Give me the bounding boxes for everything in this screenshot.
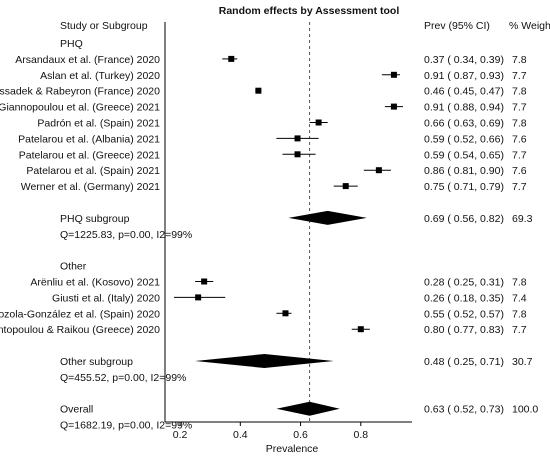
ci-text: 0.55 ( 0.52, 0.57) — [424, 308, 504, 320]
study-label: Essadek & Rabeyron (France) 2020 — [0, 86, 160, 98]
study-label: Konstantopoulou & Raikou (Greece) 2020 — [0, 324, 160, 336]
x-tick-label: 0.2 — [173, 429, 188, 441]
weight-value: 100.0 — [512, 404, 538, 416]
x-axis: 0.2 0.4 0.6 0.8 — [164, 22, 412, 441]
point-estimate — [294, 135, 301, 142]
ci-text: 0.46 ( 0.45, 0.47) — [424, 86, 504, 98]
ci-text: 0.37 ( 0.34, 0.39) — [424, 54, 504, 66]
point-estimate — [315, 119, 322, 126]
ci-text: 0.59 ( 0.54, 0.65) — [424, 149, 504, 161]
study-label: Patelarou et al. (Albania) 2021 — [18, 133, 160, 145]
weight-value: 7.7 — [512, 102, 527, 114]
subgroup-heading: Other — [60, 261, 87, 273]
point-estimate — [390, 71, 397, 78]
study-label: Patelarou et al. (Greece) 2021 — [19, 149, 160, 161]
point-estimate — [357, 326, 364, 333]
study-label: Odriozola-González et al. (Spain) 2020 — [0, 308, 160, 320]
weight-value: 7.6 — [512, 165, 527, 177]
point-estimate — [390, 103, 397, 110]
weight-value: 7.8 — [512, 308, 527, 320]
weight-value: 7.7 — [512, 149, 527, 161]
x-axis-label: Prevalence — [266, 443, 319, 455]
x-tick-label: 0.6 — [293, 429, 308, 441]
weight-value: 7.7 — [512, 70, 527, 82]
ci-text: 0.91 ( 0.87, 0.93) — [424, 70, 504, 82]
weight-value: 69.3 — [512, 213, 533, 225]
weight-value: 7.6 — [512, 133, 527, 145]
subtotal-label: PHQ subgroup — [60, 213, 130, 225]
point-estimate — [294, 151, 301, 158]
study-label: Arsandaux et al. (France) 2020 — [15, 54, 160, 66]
pooled-diamond — [195, 354, 334, 368]
study-label: Giusti et al. (Italy) 2020 — [52, 292, 160, 304]
weight-value: 7.7 — [512, 181, 527, 193]
x-tick-label: 0.8 — [353, 429, 368, 441]
ci-text: 0.26 ( 0.18, 0.35) — [424, 292, 504, 304]
point-estimate — [255, 87, 262, 94]
column-header-weight: % Weight — [509, 20, 550, 32]
ci-text: 0.91 ( 0.88, 0.94) — [424, 102, 504, 114]
ci-text: 0.86 ( 0.81, 0.90) — [424, 165, 504, 177]
study-label: Werner et al. (Germany) 2021 — [21, 181, 160, 193]
study-label: Giannopoulou et al. (Greece) 2021 — [0, 102, 160, 114]
point-estimate — [201, 278, 208, 285]
chart-title: Random effects by Assessment tool — [219, 5, 400, 17]
ci-text: 0.66 ( 0.63, 0.69) — [424, 118, 504, 130]
column-header-study: Study or Subgroup — [60, 20, 148, 32]
study-label: Patelarou et al. (Spain) 2021 — [26, 165, 160, 177]
study-label: Aslan et al. (Turkey) 2020 — [40, 70, 160, 82]
ci-text: 0.80 ( 0.77, 0.83) — [424, 324, 504, 336]
heterogeneity-stats: Q=1682.19, p=0.00, I2=99% — [60, 420, 192, 432]
ci-text: 0.69 ( 0.56, 0.82) — [424, 213, 504, 225]
heterogeneity-stats: Q=1225.83, p=0.00, I2=99% — [60, 229, 192, 241]
pooled-diamond — [288, 210, 367, 225]
subtotal-label: Overall — [60, 404, 93, 416]
weight-value: 7.8 — [512, 118, 527, 130]
ci-text: 0.28 ( 0.25, 0.31) — [424, 277, 504, 289]
ci-text: 0.63 ( 0.52, 0.73) — [424, 404, 504, 416]
subtotal-label: Other subgroup — [60, 356, 133, 368]
point-estimate — [195, 294, 202, 301]
study-label: Padrón et al. (Spain) 2021 — [37, 118, 160, 130]
point-estimate — [342, 183, 349, 190]
point-estimate — [375, 167, 382, 174]
study-label: Arënliu et al. (Kosovo) 2021 — [30, 277, 160, 289]
weight-value: 7.8 — [512, 277, 527, 289]
point-estimate — [282, 310, 289, 317]
weight-value: 7.4 — [512, 292, 527, 304]
subgroup-heading: PHQ — [60, 38, 83, 50]
ci-text: 0.48 ( 0.25, 0.71) — [424, 356, 504, 368]
ci-text: 0.59 ( 0.52, 0.66) — [424, 133, 504, 145]
weight-value: 7.7 — [512, 324, 527, 336]
weight-value: 7.8 — [512, 86, 527, 98]
heterogeneity-stats: Q=455.52, p=0.00, I2=99% — [60, 372, 186, 384]
ci-text: 0.75 ( 0.71, 0.79) — [424, 181, 504, 193]
pooled-diamond — [276, 401, 340, 416]
forest-rows: PHQ Arsandaux et al. (France) 2020 0.37 ( … — [0, 38, 538, 432]
column-header-prev: Prev (95% CI) — [424, 20, 490, 32]
point-estimate — [228, 55, 235, 62]
weight-value: 7.8 — [512, 54, 527, 66]
x-tick-label: 0.4 — [233, 429, 248, 441]
weight-value: 30.7 — [512, 356, 533, 368]
